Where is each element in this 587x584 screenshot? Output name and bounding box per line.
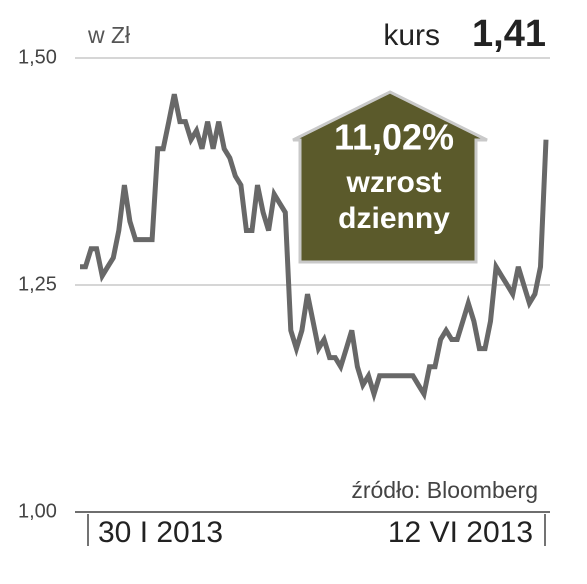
annotation-value: 11,02% — [334, 117, 454, 158]
annotation-arrow — [292, 90, 488, 264]
annotation-text: wzrost — [345, 166, 441, 199]
annotation-text: dzienny — [338, 202, 450, 235]
x-tick-label: 30 I 2013 — [98, 516, 223, 549]
y-tick-label: 1,25 — [18, 273, 57, 295]
price-line — [80, 93, 549, 403]
price-label: kurs — [383, 19, 440, 52]
y-tick-label: 1,00 — [18, 500, 57, 522]
unit-label: w Zł — [87, 22, 130, 48]
plot: 1,00 1,25 1,50 — [18, 46, 550, 522]
x-tick-label: 12 VI 2013 — [388, 516, 533, 549]
y-tick-label: 1,50 — [18, 46, 57, 68]
source: źródło: Bloomberg — [351, 477, 538, 503]
price-value: 1,41 — [472, 13, 546, 55]
annotation: 11,02% wzrost dzienny — [292, 90, 488, 264]
